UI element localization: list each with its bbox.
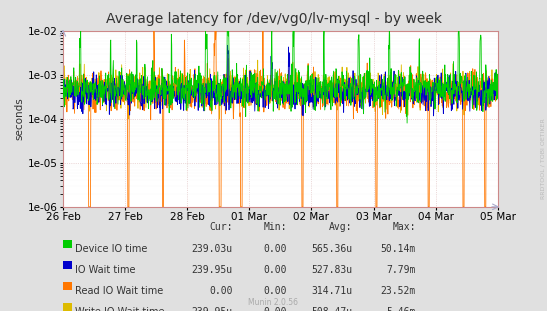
Text: 23.52m: 23.52m [381, 286, 416, 296]
Text: 565.36u: 565.36u [312, 244, 353, 253]
Text: Cur:: Cur: [209, 222, 232, 232]
Text: 0.00: 0.00 [264, 286, 287, 296]
Text: 239.03u: 239.03u [191, 244, 232, 253]
Text: 239.95u: 239.95u [191, 265, 232, 275]
Text: 314.71u: 314.71u [312, 286, 353, 296]
Text: 7.79m: 7.79m [386, 265, 416, 275]
Text: Avg:: Avg: [329, 222, 353, 232]
Text: 0.00: 0.00 [264, 307, 287, 311]
Text: Write IO Wait time: Write IO Wait time [75, 307, 165, 311]
Text: 239.95u: 239.95u [191, 307, 232, 311]
Text: Munin 2.0.56: Munin 2.0.56 [248, 298, 299, 307]
Text: RRDTOOL / TOBI OETIKER: RRDTOOL / TOBI OETIKER [541, 118, 546, 199]
Text: Max:: Max: [392, 222, 416, 232]
Text: IO Wait time: IO Wait time [75, 265, 136, 275]
Text: 0.00: 0.00 [209, 286, 232, 296]
Text: Min:: Min: [264, 222, 287, 232]
Text: 50.14m: 50.14m [381, 244, 416, 253]
Y-axis label: seconds: seconds [15, 98, 25, 140]
Text: Average latency for /dev/vg0/lv-mysql - by week: Average latency for /dev/vg0/lv-mysql - … [106, 12, 441, 26]
Text: Device IO time: Device IO time [75, 244, 147, 253]
Text: 527.83u: 527.83u [312, 265, 353, 275]
Text: 0.00: 0.00 [264, 265, 287, 275]
Text: 0.00: 0.00 [264, 244, 287, 253]
Text: 5.46m: 5.46m [386, 307, 416, 311]
Text: 508.47u: 508.47u [312, 307, 353, 311]
Text: Read IO Wait time: Read IO Wait time [75, 286, 163, 296]
